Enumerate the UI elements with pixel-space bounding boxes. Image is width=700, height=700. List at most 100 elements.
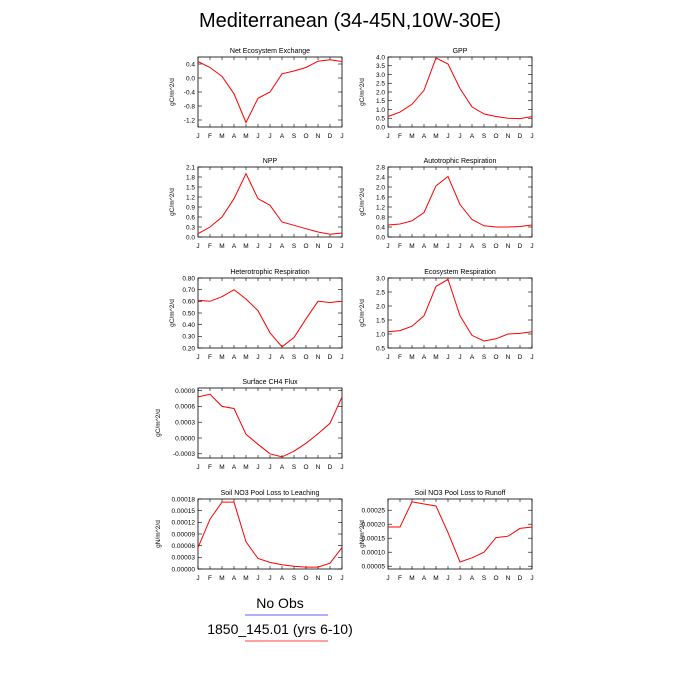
x-tick-label: S (482, 243, 487, 250)
y-tick-label: 1.0 (376, 331, 385, 338)
x-tick-label: S (292, 133, 297, 140)
y-tick-label: 0.00015 (362, 536, 386, 543)
x-tick-label: J (458, 133, 461, 140)
x-tick-label: J (256, 575, 259, 582)
y-tick-label: 3.0 (376, 72, 385, 79)
y-tick-label: 3.0 (376, 275, 385, 282)
x-tick-label: J (458, 243, 461, 250)
y-tick-label: 0.20 (182, 345, 195, 352)
x-tick-label: J (196, 243, 199, 250)
y-tick-label: 0.00000 (172, 566, 196, 573)
x-tick-label: N (316, 133, 321, 140)
y-tick-label: 0.0 (376, 234, 385, 241)
x-tick-label: D (518, 243, 523, 250)
x-tick-label: A (280, 575, 285, 582)
x-tick-label: F (398, 575, 402, 582)
y-tick-label: 0.40 (182, 322, 195, 329)
y-tick-label: 1.2 (376, 204, 385, 211)
y-tick-label: 1.0 (376, 107, 385, 114)
y-tick-label: -0.0003 (173, 451, 195, 458)
x-tick-label: N (506, 354, 511, 361)
y-axis-label: gC/m^2/d (155, 409, 162, 437)
series-line (387, 57, 533, 120)
y-tick-label: 0.0 (376, 124, 385, 131)
y-tick-label: 0.50 (182, 310, 195, 317)
x-tick-label: M (243, 464, 248, 471)
y-tick-label: 2.4 (376, 174, 385, 181)
y-tick-label: 0.0 (186, 75, 195, 82)
series-line (197, 289, 343, 348)
y-tick-label: 0.00015 (172, 508, 196, 515)
x-tick-label: D (518, 133, 523, 140)
x-tick-label: J (458, 354, 461, 361)
x-tick-label: D (328, 354, 333, 361)
x-tick-label: M (219, 575, 224, 582)
x-tick-label: A (280, 243, 285, 250)
x-tick-label: S (292, 354, 297, 361)
x-tick-label: D (328, 575, 333, 582)
y-tick-label: 1.5 (376, 317, 385, 324)
series-line (197, 393, 343, 458)
x-tick-label: S (482, 575, 487, 582)
x-tick-label: J (530, 133, 533, 140)
x-tick-label: J (196, 464, 199, 471)
x-tick-label: M (219, 133, 224, 140)
x-tick-label: M (243, 243, 248, 250)
y-tick-label: 1.5 (376, 98, 385, 105)
x-tick-label: J (446, 133, 449, 140)
y-tick-label: 0.00009 (172, 531, 196, 538)
x-tick-label: M (409, 575, 414, 582)
y-tick-label: 0.00025 (362, 508, 386, 515)
x-tick-label: N (316, 243, 321, 250)
panel-title: Heterotrophic Respiration (230, 269, 309, 276)
panel-title: Ecosystem Respiration (424, 269, 496, 276)
series-line (197, 172, 343, 235)
x-tick-label: N (506, 575, 511, 582)
x-tick-label: J (446, 354, 449, 361)
x-tick-label: A (280, 354, 285, 361)
x-tick-label: S (482, 354, 487, 361)
y-tick-label: 0.00010 (362, 550, 386, 557)
x-tick-label: J (268, 575, 271, 582)
x-tick-label: N (316, 464, 321, 471)
series-line (197, 59, 343, 124)
y-tick-label: 0.00006 (172, 543, 196, 550)
y-tick-label: 2.0 (376, 89, 385, 96)
x-tick-label: M (409, 354, 414, 361)
series-line (387, 278, 533, 342)
x-tick-label: O (303, 354, 308, 361)
y-tick-label: -1.2 (184, 117, 196, 124)
x-tick-label: J (446, 243, 449, 250)
y-tick-label: 0.80 (182, 275, 195, 282)
y-tick-label: 0.70 (182, 287, 195, 294)
x-tick-label: M (219, 464, 224, 471)
y-tick-label: 0.0003 (175, 420, 195, 427)
x-tick-label: A (280, 464, 285, 471)
x-tick-label: J (446, 575, 449, 582)
x-tick-label: M (409, 243, 414, 250)
x-tick-label: J (256, 354, 259, 361)
x-tick-label: J (340, 464, 343, 471)
y-tick-label: 0.5 (376, 345, 385, 352)
x-tick-label: F (208, 133, 212, 140)
x-tick-label: F (208, 464, 212, 471)
y-tick-label: 0.8 (376, 214, 385, 221)
x-tick-label: A (422, 354, 427, 361)
x-tick-label: O (303, 575, 308, 582)
x-tick-label: M (219, 243, 224, 250)
x-tick-label: M (409, 133, 414, 140)
series-line (387, 175, 533, 228)
x-tick-label: S (482, 133, 487, 140)
x-tick-label: F (208, 243, 212, 250)
x-tick-label: M (433, 575, 438, 582)
y-tick-label: 0.0006 (175, 404, 195, 411)
legend-label-obs: No Obs (256, 595, 304, 611)
y-tick-label: 0.4 (186, 61, 195, 68)
x-tick-label: A (470, 133, 475, 140)
x-tick-label: J (256, 243, 259, 250)
x-tick-label: O (493, 354, 498, 361)
y-tick-label: -0.4 (184, 89, 196, 96)
y-tick-label: 0.0 (186, 234, 195, 241)
x-tick-label: A (422, 575, 427, 582)
